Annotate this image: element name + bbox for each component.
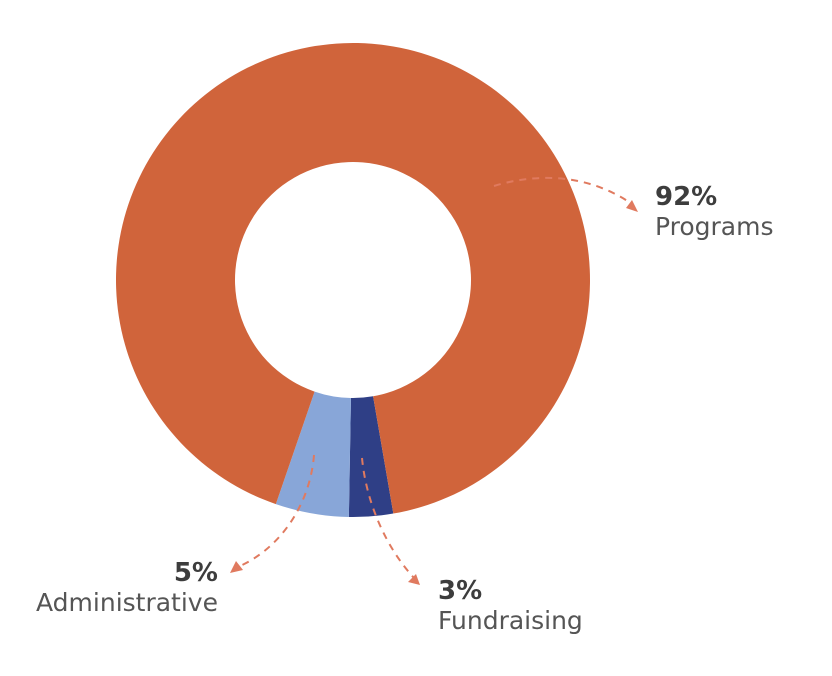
- callout-arrowhead-administrative: [230, 561, 243, 573]
- slice-value-administrative: 5%: [173, 558, 218, 588]
- callout-arrowhead-programs: [626, 200, 638, 212]
- slice-programs: [116, 43, 591, 514]
- callout-arrow-administrative: [239, 454, 315, 567]
- callout-arrowhead-fundraising: [408, 574, 420, 585]
- slice-value-programs: 92%: [655, 182, 718, 212]
- callout-arrows: [230, 176, 638, 585]
- slice-name-fundraising: Fundraising: [438, 606, 583, 635]
- slice-label-programs: 92% Programs: [655, 182, 774, 242]
- slice-administrative: [275, 391, 351, 517]
- slice-label-administrative: 5% Administrative: [30, 558, 218, 618]
- slice-name-administrative: Administrative: [36, 588, 218, 617]
- callout-arrow-programs: [493, 176, 633, 205]
- slice-name-programs: Programs: [655, 212, 774, 241]
- donut-slices: [116, 43, 591, 517]
- slice-value-fundraising: 3%: [438, 576, 483, 606]
- callout-arrow-fundraising: [361, 457, 415, 579]
- slice-label-fundraising: 3% Fundraising: [438, 576, 583, 636]
- slice-fundraising: [348, 396, 394, 517]
